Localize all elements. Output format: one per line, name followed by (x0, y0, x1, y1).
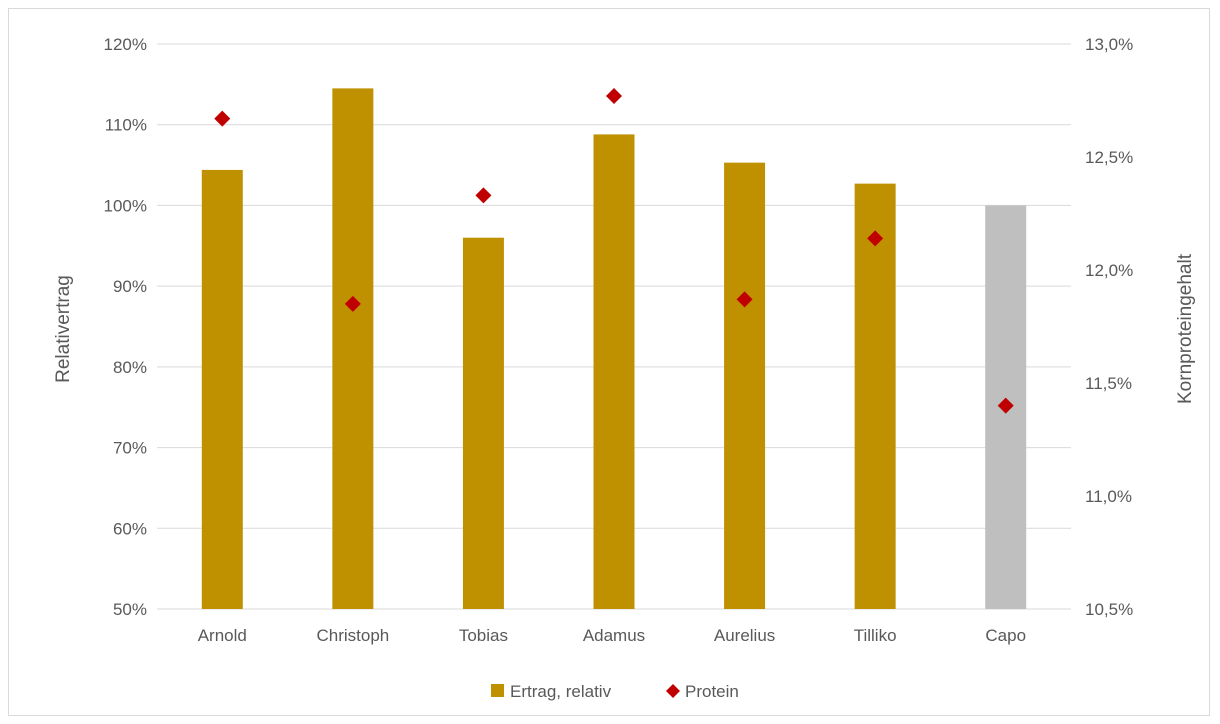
bar (332, 88, 374, 609)
protein-marker (475, 187, 492, 204)
y2-axis-title: Kornproteingehalt (1175, 253, 1196, 404)
y2-tick-label: 12,5% (1085, 148, 1133, 167)
y-tick-label: 120% (104, 35, 147, 54)
legend-label-bar: Ertrag, relativ (510, 682, 612, 701)
protein-marker (997, 397, 1014, 414)
protein-marker (867, 230, 884, 247)
legend: Ertrag, relativ Protein (491, 682, 739, 701)
y-tick-label: 90% (113, 277, 147, 296)
protein-marker (736, 291, 753, 308)
legend-label-protein: Protein (685, 682, 739, 701)
y-tick-label: 110% (105, 116, 147, 135)
x-tick-label: Adamus (583, 626, 645, 645)
legend-swatch-bar (491, 684, 504, 697)
bar (724, 162, 766, 609)
bar (462, 237, 504, 609)
x-tick-label: Arnold (198, 626, 247, 645)
x-axis: Arnold Christoph Tobias Adamus Aurelius Tilli… (198, 626, 1026, 645)
bar (201, 169, 243, 609)
x-tick-label: Aurelius (714, 626, 775, 645)
bar (593, 134, 635, 609)
left-axis: 50% 60% 70% 80% 90% 100% 110% 120% (104, 35, 147, 619)
protein-marker (606, 87, 622, 104)
x-tick-label: Tobias (459, 626, 508, 645)
protein-marker (344, 295, 361, 312)
y-tick-label: 70% (113, 439, 147, 458)
x-tick-label: Tilliko (854, 626, 897, 645)
y2-tick-label: 10,5% (1085, 600, 1133, 619)
bar (854, 183, 896, 609)
chart-frame: 50% 60% 70% 80% 90% 100% 110% 120% 10,5% 11,0% 11… (8, 8, 1210, 716)
y2-tick-label: 11,0% (1085, 487, 1132, 506)
protein-marker (214, 110, 231, 127)
y2-tick-label: 13,0% (1085, 35, 1133, 54)
y-tick-label: 80% (113, 358, 147, 377)
x-tick-label: Christoph (316, 626, 389, 645)
y-tick-label: 60% (113, 519, 147, 538)
chart-svg: 50% 60% 70% 80% 90% 100% 110% 120% 10,5% 11,0% 11… (53, 35, 1196, 701)
y-axis-title: Relativertrag (53, 275, 74, 383)
y2-tick-label: 12,0% (1085, 261, 1133, 280)
y2-tick-label: 11,5% (1085, 374, 1132, 393)
y-tick-label: 50% (113, 600, 147, 619)
y-tick-label: 100% (104, 196, 147, 215)
right-axis: 10,5% 11,0% 11,5% 12,0% 12,5% 13,0% (1085, 35, 1133, 619)
bars-layer (201, 88, 1027, 609)
x-tick-label: Capo (985, 626, 1026, 645)
legend-swatch-diamond (666, 684, 680, 698)
markers-layer (214, 87, 1014, 414)
